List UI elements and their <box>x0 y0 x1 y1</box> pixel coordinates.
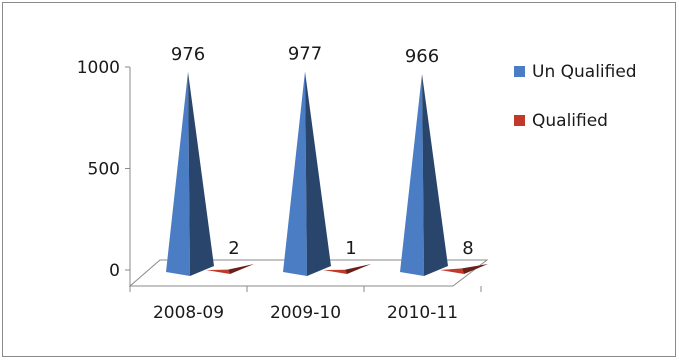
pyramid-face-front <box>206 269 230 274</box>
legend: Un Qualified Qualified <box>514 62 637 131</box>
legend-swatch <box>514 115 525 126</box>
data-label: 966 <box>405 46 439 67</box>
pyramid-face-side <box>188 71 214 276</box>
x-tick-label: 2010-11 <box>387 303 458 323</box>
x-tick-label: 2009-10 <box>270 303 341 323</box>
data-label: 2 <box>228 238 239 259</box>
pyramid-face-side <box>228 264 254 274</box>
legend-label: Un Qualified <box>532 62 637 82</box>
pyramid-face-side <box>305 71 331 276</box>
pyramid-face-front <box>400 73 424 276</box>
pyramid-face-front <box>440 268 464 274</box>
data-label: 976 <box>171 44 205 65</box>
pyramid-face-front <box>166 71 190 276</box>
pyramid-face-front <box>283 71 307 276</box>
data-label: 977 <box>288 44 322 65</box>
y-tick-label: 1000 <box>77 58 120 78</box>
x-tick-label: 2008-09 <box>153 303 224 323</box>
chart-frame <box>2 2 676 357</box>
legend-swatch <box>514 66 525 77</box>
pyramid-face-front <box>323 269 347 274</box>
chart-marks <box>166 71 488 276</box>
pyramid-face-side <box>345 264 371 274</box>
pyramid-face-side <box>462 264 488 274</box>
legend-label: Qualified <box>532 111 608 131</box>
y-tick-label: 0 <box>109 261 120 281</box>
y-tick-label: 500 <box>88 160 120 180</box>
data-label: 1 <box>345 238 356 259</box>
pyramid-face-side <box>422 73 448 276</box>
data-label: 8 <box>462 238 473 259</box>
data-labels: 976 2 977 1 966 8 <box>171 44 474 259</box>
